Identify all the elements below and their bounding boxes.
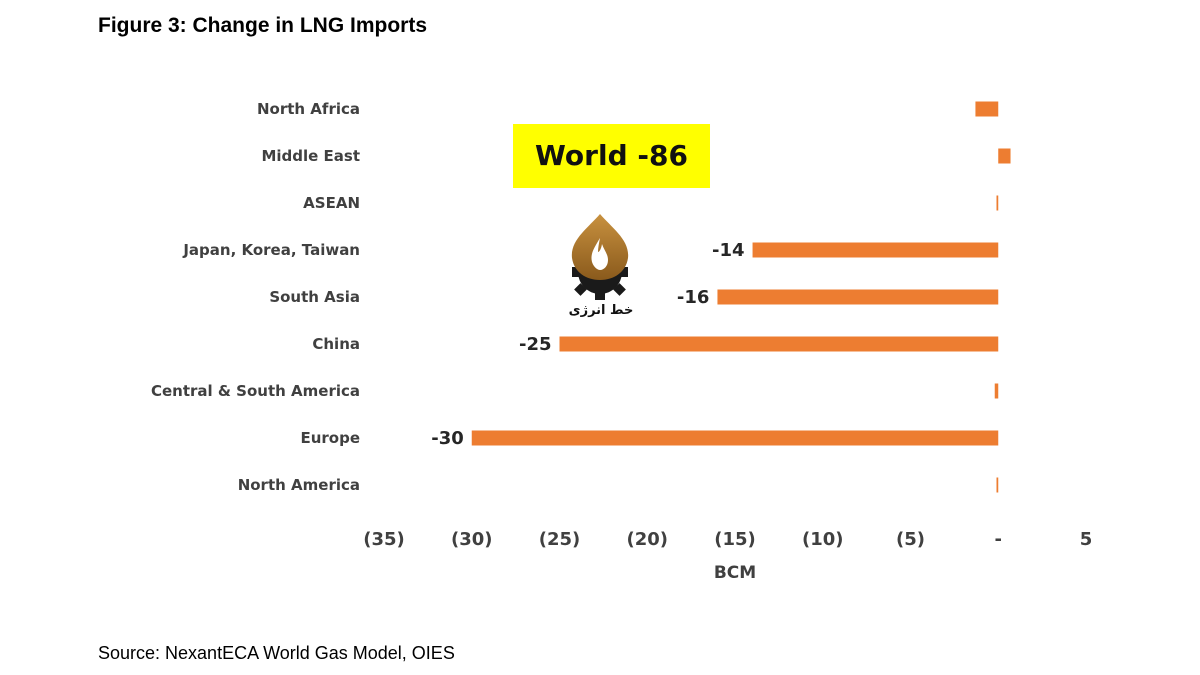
category-label: Middle East [261,147,360,165]
svg-text:خط انرژی: خط انرژی [569,303,634,318]
bar-north-america [996,477,999,493]
bars-layer [471,101,1011,493]
bar-north-africa [975,101,999,117]
bar-china [559,336,999,352]
source-note: Source: NexantECA World Gas Model, OIES [98,643,455,663]
data-labels: -14 -16 -25 -30 [431,240,744,449]
x-tick-label: (30) [451,529,493,550]
watermark-logo-icon: خط انرژی [569,214,634,318]
world-total-text: World -86 [535,139,688,172]
x-tick-label: (10) [802,529,844,550]
category-label: North America [238,476,360,494]
data-label: -25 [519,334,552,355]
category-label: Europe [300,429,360,447]
x-tick-label: (25) [539,529,581,550]
category-label: North Africa [257,100,360,118]
category-label: Japan, Korea, Taiwan [182,241,360,259]
x-axis-title: BCM [714,563,756,583]
chart-title: Figure 3: Change in LNG Imports [98,14,428,37]
x-tick-label: (15) [714,529,756,550]
bar-japan-korea-taiwan [752,242,999,258]
x-tick-label: - [995,529,1002,550]
world-total-annotation: World -86 [513,124,710,188]
x-tick-label: (35) [363,529,405,550]
data-label: -16 [677,287,710,308]
x-tick-label: (5) [896,529,925,550]
category-label: China [312,335,360,353]
category-label: South Asia [269,288,360,306]
bar-central-south-america [994,383,999,399]
bar-asean [996,195,999,211]
bar-south-asia [717,289,999,305]
bar-middle-east [998,148,1011,164]
x-tick-label: (20) [626,529,668,550]
category-label: ASEAN [303,194,360,212]
category-label: Central & South America [151,382,360,400]
x-tick-labels: (35) (30) (25) (20) (15) (10) (5) - 5 [363,529,1092,550]
category-labels: North Africa Middle East ASEAN Japan, Korea… [151,100,360,494]
x-tick-label: 5 [1080,529,1093,550]
data-label: -14 [712,240,745,261]
data-label: -30 [431,428,464,449]
bar-europe [471,430,999,446]
